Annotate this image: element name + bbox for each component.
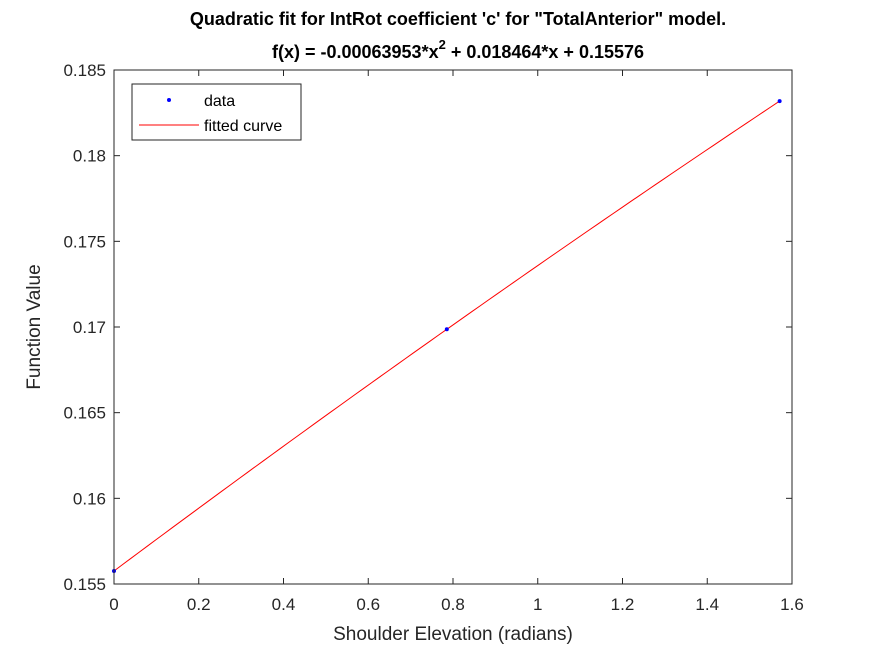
title-formula-prefix: f(x) = -0.00063953*x — [272, 42, 439, 62]
x-tick-label: 0 — [109, 595, 118, 614]
legend-data-marker — [167, 98, 171, 102]
y-tick-label: 0.18 — [73, 147, 106, 166]
series-data-point — [777, 99, 782, 104]
y-tick-label: 0.16 — [73, 489, 106, 508]
legend-label-data: data — [204, 93, 235, 110]
y-tick-label: 0.175 — [63, 232, 106, 251]
plot-area — [114, 70, 792, 584]
x-tick-label: 1.4 — [695, 595, 719, 614]
ticks-layer: 0 0.2 0.4 0.6 0.8 1 1.2 1.4 1.6 0.155 0.16 0.165 0.1… — [63, 61, 803, 614]
x-axis-label: Shoulder Elevation (radians) — [333, 624, 573, 645]
y-tick-label: 0.165 — [63, 404, 106, 423]
x-tick-label: 0.4 — [272, 595, 296, 614]
y-tick-label: 0.185 — [63, 61, 106, 80]
x-tick-label: 0.6 — [356, 595, 380, 614]
y-tick-label: 0.17 — [73, 318, 106, 337]
x-tick-label: 1.2 — [611, 595, 635, 614]
legend: data fitted curve — [131, 83, 302, 141]
chart-title-line1: Quadratic fit for IntRot coefficient 'c'… — [190, 9, 726, 29]
x-tick-label: 1.6 — [780, 595, 804, 614]
chart-title-line2: f(x) = -0.00063953*x2 + 0.018464*x + 0.1… — [272, 37, 644, 62]
legend-label-fitted-curve: fitted curve — [204, 118, 282, 135]
plot-layer — [112, 99, 782, 573]
x-tick-label: 0.8 — [441, 595, 465, 614]
x-tick-label: 0.2 — [187, 595, 211, 614]
y-tick-label: 0.155 — [63, 575, 106, 594]
x-tick-label: 1 — [533, 595, 542, 614]
legend-box — [131, 83, 302, 141]
axes-box — [113, 69, 793, 585]
y-axis-label: Function Value — [24, 264, 45, 389]
title-formula-exponent: 2 — [439, 37, 446, 52]
title-formula-suffix: + 0.018464*x + 0.15576 — [446, 42, 644, 62]
series-data-point — [444, 327, 449, 332]
